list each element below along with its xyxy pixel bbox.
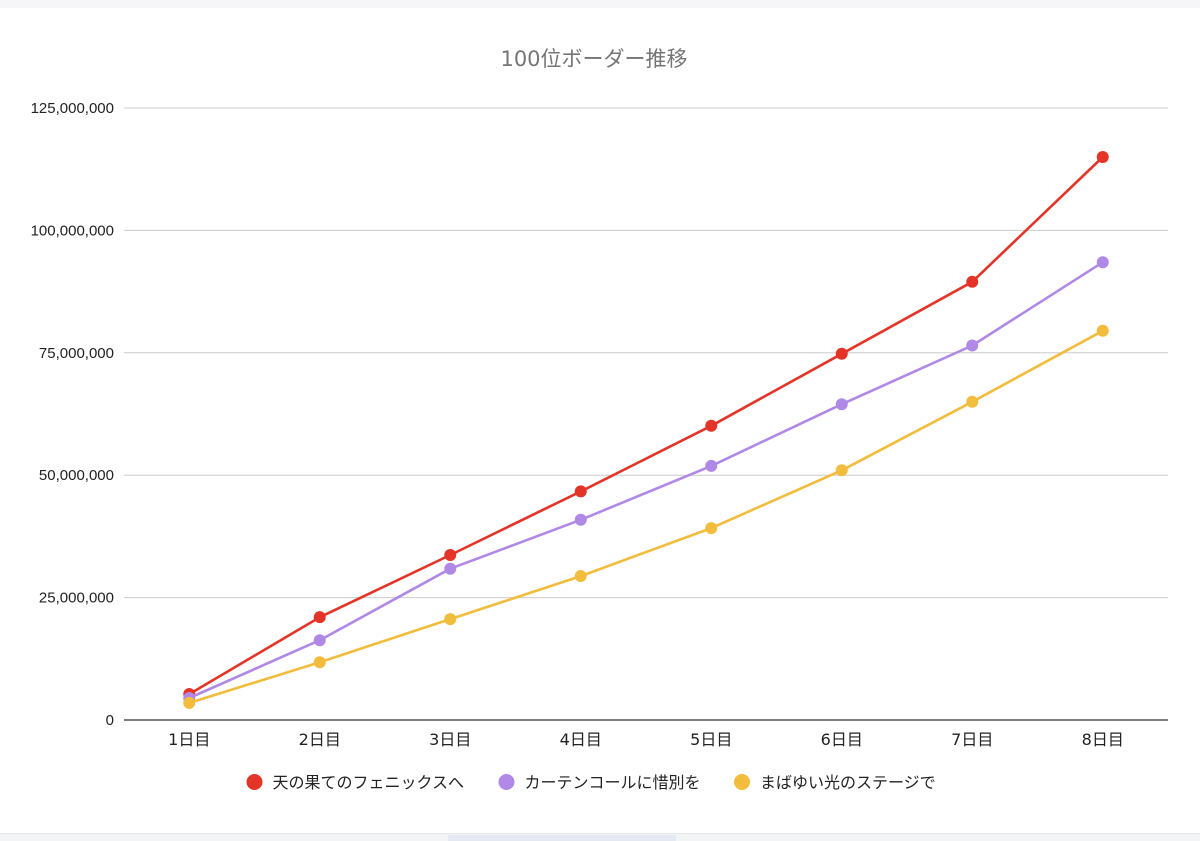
series-1	[183, 150, 1109, 701]
y-axis: 0 25,000,000 50,000,000 75,000,000 100,000,0…	[31, 100, 114, 729]
x-tick-label: 6日目	[821, 730, 863, 749]
y-tick-label: 100,000,000	[31, 222, 114, 239]
data-point[interactable]	[444, 562, 457, 575]
legend: 天の果てのフェニックスへ カーテンコールに惜別を まばゆい光のステージで	[246, 773, 936, 792]
series-line	[188, 260, 1105, 700]
series-lines	[183, 150, 1109, 709]
x-tick-label: 8日目	[1082, 730, 1124, 749]
y-tick-label: 50,000,000	[39, 467, 114, 484]
legend-marker	[734, 774, 750, 790]
data-point[interactable]	[705, 459, 718, 472]
gridlines	[124, 107, 1168, 599]
legend-item[interactable]: 天の果てのフェニックスへ	[246, 773, 465, 792]
data-point[interactable]	[574, 570, 587, 583]
series-line	[188, 329, 1105, 705]
data-point[interactable]	[574, 485, 587, 498]
legend-marker	[246, 774, 263, 790]
chart-title: 100位ボーダー推移	[500, 47, 687, 71]
legend-label: まばゆい光のステージで	[760, 773, 936, 792]
data-point[interactable]	[313, 611, 326, 624]
data-point[interactable]	[1096, 150, 1109, 163]
data-point[interactable]	[835, 398, 848, 411]
x-tick-label: 2日目	[299, 730, 341, 749]
y-tick-label: 75,000,000	[39, 345, 114, 362]
x-tick-label: 7日目	[951, 730, 993, 749]
legend-label: カーテンコールに惜別を	[525, 773, 701, 792]
data-point[interactable]	[313, 656, 326, 669]
data-point[interactable]	[966, 275, 979, 288]
x-tick-label: 4日目	[560, 730, 602, 749]
data-point[interactable]	[1096, 256, 1109, 269]
y-tick-label: 125,000,000	[31, 100, 114, 117]
legend-marker	[498, 774, 515, 790]
data-point[interactable]	[313, 634, 326, 647]
data-point[interactable]	[835, 347, 848, 360]
x-tick-label: 3日目	[429, 730, 471, 749]
x-tick-label: 5日目	[690, 730, 732, 749]
y-tick-label: 0	[106, 712, 114, 729]
x-tick-label: 1日目	[168, 730, 210, 749]
data-point[interactable]	[966, 339, 979, 352]
data-point[interactable]	[183, 696, 196, 709]
series-line	[188, 155, 1105, 696]
legend-label: 天の果てのフェニックスへ	[273, 773, 465, 792]
data-point[interactable]	[705, 522, 718, 535]
data-point[interactable]	[966, 395, 979, 408]
scroll-handle[interactable]	[448, 835, 676, 841]
data-point[interactable]	[444, 613, 457, 626]
legend-item[interactable]: カーテンコールに惜別を	[498, 773, 701, 792]
y-tick-label: 25,000,000	[39, 590, 114, 607]
series-2	[183, 256, 1109, 704]
data-point[interactable]	[835, 464, 848, 477]
series-3	[183, 324, 1109, 709]
x-axis: 1日目 2日目 3日目 4日目 5日目 6日目 7日目 8日目	[124, 719, 1168, 749]
top-edge-strip	[0, 0, 1200, 8]
legend-item[interactable]: まばゆい光のステージで	[734, 773, 936, 792]
data-point[interactable]	[705, 419, 718, 432]
data-point[interactable]	[444, 549, 457, 562]
data-point[interactable]	[574, 513, 587, 526]
data-point[interactable]	[1096, 324, 1109, 337]
